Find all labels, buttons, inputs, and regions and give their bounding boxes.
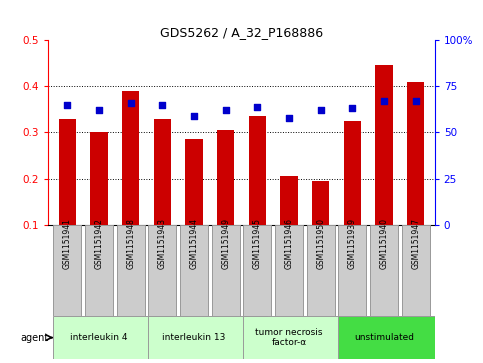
Bar: [185, 139, 203, 225]
Point: [412, 98, 420, 104]
Point: [349, 106, 356, 111]
Point: [380, 98, 388, 104]
Point: [317, 107, 325, 113]
Bar: [58, 119, 76, 225]
Bar: [212, 225, 240, 316]
Bar: [148, 316, 268, 359]
Bar: [90, 132, 108, 225]
Text: unstimulated: unstimulated: [354, 333, 414, 342]
Bar: [280, 176, 298, 225]
Bar: [370, 225, 398, 316]
Text: GSM1151940: GSM1151940: [380, 218, 388, 269]
Text: GSM1151943: GSM1151943: [158, 218, 167, 269]
Bar: [407, 82, 425, 225]
Title: GDS5262 / A_32_P168886: GDS5262 / A_32_P168886: [160, 26, 323, 39]
Bar: [122, 91, 140, 225]
Point: [127, 100, 134, 106]
Point: [190, 113, 198, 119]
Bar: [243, 225, 271, 316]
Bar: [275, 225, 303, 316]
Bar: [148, 225, 176, 316]
Text: GSM1151949: GSM1151949: [221, 218, 230, 269]
Bar: [249, 116, 266, 225]
Point: [222, 107, 229, 113]
Bar: [339, 225, 366, 316]
Bar: [53, 316, 172, 359]
Text: GSM1151942: GSM1151942: [95, 218, 103, 269]
Bar: [343, 121, 361, 225]
Text: interleukin 13: interleukin 13: [162, 333, 226, 342]
Bar: [243, 316, 362, 359]
Text: tumor necrosis
factor-α: tumor necrosis factor-α: [255, 328, 323, 347]
Bar: [307, 225, 335, 316]
Point: [254, 104, 261, 110]
Text: GSM1151945: GSM1151945: [253, 218, 262, 269]
Text: interleukin 4: interleukin 4: [70, 333, 128, 342]
Bar: [375, 65, 393, 225]
Bar: [339, 316, 457, 359]
Text: GSM1151941: GSM1151941: [63, 218, 72, 269]
Text: GSM1151939: GSM1151939: [348, 218, 357, 269]
Bar: [85, 225, 113, 316]
Point: [285, 115, 293, 121]
Text: GSM1151948: GSM1151948: [126, 218, 135, 269]
Bar: [53, 225, 81, 316]
Text: GSM1151946: GSM1151946: [284, 218, 294, 269]
Point: [95, 107, 103, 113]
Text: GSM1151950: GSM1151950: [316, 218, 325, 269]
Point: [158, 102, 166, 107]
Text: GSM1151947: GSM1151947: [411, 218, 420, 269]
Bar: [217, 130, 234, 225]
Point: [63, 102, 71, 107]
Text: GSM1151944: GSM1151944: [189, 218, 199, 269]
Bar: [402, 225, 430, 316]
Bar: [117, 225, 144, 316]
Text: agent: agent: [21, 333, 49, 343]
Bar: [180, 225, 208, 316]
Bar: [154, 119, 171, 225]
Bar: [312, 181, 329, 225]
